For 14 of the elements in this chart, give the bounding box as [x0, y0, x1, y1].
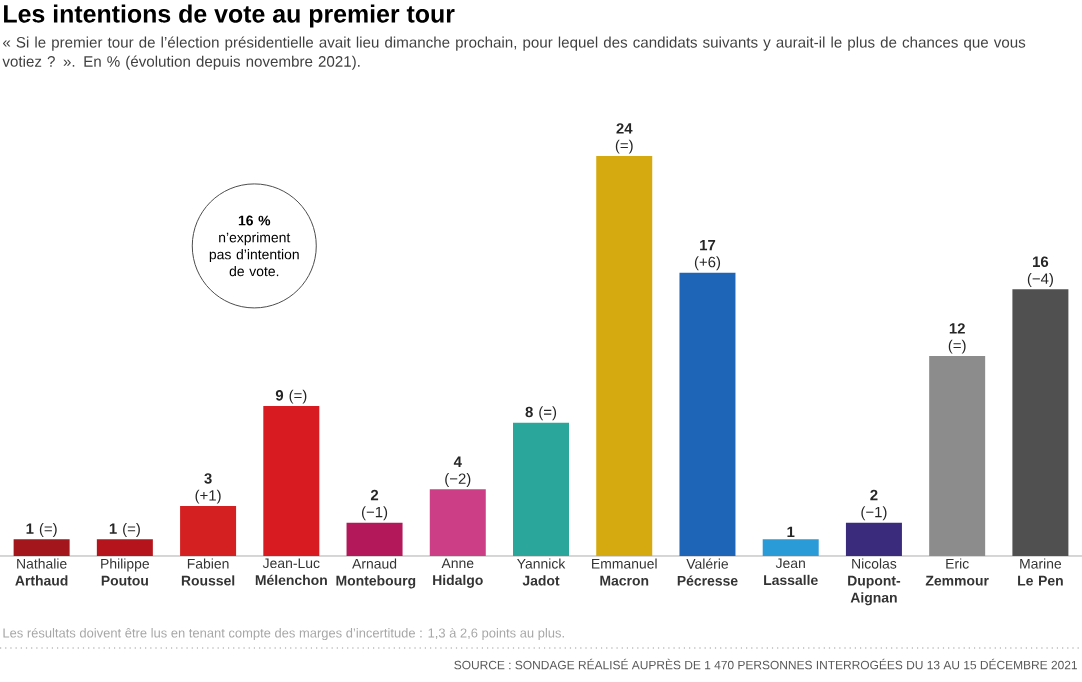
bar — [13, 539, 70, 556]
bar — [1012, 289, 1069, 556]
bar — [429, 489, 486, 556]
bar — [679, 272, 736, 556]
bar — [180, 506, 237, 556]
bar — [346, 522, 403, 556]
bar — [513, 422, 570, 556]
bar — [263, 406, 320, 556]
chart-title: Les intentions de vote au premier tour — [4, 4, 455, 28]
bar — [96, 539, 153, 556]
bar — [596, 155, 653, 556]
bar — [929, 355, 986, 556]
bar — [762, 539, 819, 556]
bar — [845, 522, 902, 556]
